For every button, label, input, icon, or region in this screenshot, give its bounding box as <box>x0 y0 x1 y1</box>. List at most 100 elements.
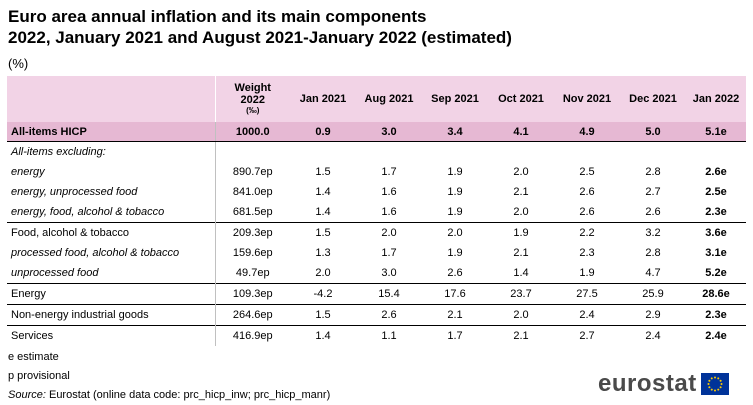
cell-latest: 2.3e <box>705 206 727 218</box>
note-provisional: p provisional <box>8 370 70 382</box>
header-col: Aug 2021 <box>356 76 422 122</box>
header-col: Oct 2021 <box>488 76 554 122</box>
cell: 4.7 <box>645 267 661 279</box>
cell: 2.3 <box>579 247 595 259</box>
cell: 1.9 <box>447 166 463 178</box>
cell <box>620 142 686 163</box>
cell: 2.4 <box>554 304 620 326</box>
cell: 2.7 <box>554 325 620 346</box>
table-row-services: Services 416.9ep 1.4 1.1 1.7 2.1 2.7 2.4… <box>7 325 746 346</box>
cell: 2.5 <box>579 166 595 178</box>
cell <box>488 142 554 163</box>
cell: 2.6 <box>579 206 595 218</box>
row-label: energy, unprocessed food <box>11 186 138 198</box>
row-label: Energy <box>7 283 215 305</box>
flag-star <box>716 377 719 380</box>
row-label: Non-energy industrial goods <box>7 304 215 326</box>
cell: 2.1 <box>513 186 529 198</box>
header-col: Jan 2021 <box>290 76 356 122</box>
table-row-processed-food: processed food, alcohol & tobacco 159.6e… <box>7 243 746 263</box>
cell <box>554 142 620 163</box>
table-row-all-items-excluding: All-items excluding: <box>7 141 746 163</box>
row-weight: 209.3ep <box>214 222 290 243</box>
header-col: Dec 2021 <box>620 76 686 122</box>
row-label: Services <box>7 325 215 346</box>
inflation-table: Weight 2022 (‰) Jan 2021 Aug 2021 Sep 20… <box>7 76 746 346</box>
cell <box>422 142 488 163</box>
weight-header-unit: (‰) <box>246 106 260 115</box>
cell: 1.9 <box>447 186 463 198</box>
cell-latest: 2.6e <box>705 166 727 178</box>
row-weight: 49.7ep <box>214 263 290 284</box>
source-text: Eurostat (online data code: prc_hicp_inw… <box>45 389 331 401</box>
cell-latest: 28.6e <box>686 283 746 305</box>
cell: 1.7 <box>381 247 397 259</box>
cell: 1.6 <box>381 186 397 198</box>
cell: 5.0 <box>620 122 686 142</box>
header-col: Nov 2021 <box>554 76 620 122</box>
cell: 2.1 <box>488 325 554 346</box>
cell-latest: 2.5e <box>705 186 727 198</box>
cell: 1.4 <box>290 325 356 346</box>
cell: 1.7 <box>422 325 488 346</box>
cell: 2.9 <box>620 304 686 326</box>
cell: 2.0 <box>513 166 529 178</box>
unit-label: (%) <box>8 56 29 71</box>
cell: 2.6 <box>447 267 463 279</box>
flag-star <box>710 377 713 380</box>
cell: 2.0 <box>356 222 422 243</box>
cell: 2.6 <box>356 304 422 326</box>
header-label-cell <box>7 76 215 122</box>
cell: 3.4 <box>422 122 488 142</box>
title-line-1: Euro area annual inflation and its main … <box>8 7 427 26</box>
cell: 2.8 <box>645 247 661 259</box>
cell-latest: 2.3e <box>686 304 746 326</box>
cell: 4.9 <box>554 122 620 142</box>
row-weight: 890.7ep <box>214 162 290 182</box>
title-line-2: 2022, January 2021 and August 2021-Janua… <box>8 28 512 47</box>
cell-latest: 5.2e <box>705 267 727 279</box>
weight-header-line-1: Weight <box>234 82 271 94</box>
header-col: Sep 2021 <box>422 76 488 122</box>
cell: 1.9 <box>488 222 554 243</box>
cell: 2.7 <box>645 186 661 198</box>
flag-star <box>713 376 716 379</box>
table-row-excl-energy-unprocessed-food: energy, unprocessed food 841.0ep 1.4 1.6… <box>7 182 746 202</box>
cell: -4.2 <box>290 283 356 305</box>
table-row-unprocessed-food: unprocessed food 49.7ep 2.0 3.0 2.6 1.4 … <box>7 263 746 284</box>
table-row-food-alcohol-tobacco: Food, alcohol & tobacco 209.3ep 1.5 2.0 … <box>7 222 746 243</box>
source-label: Source: <box>8 389 46 401</box>
cell: 1.1 <box>356 325 422 346</box>
cell: 1.4 <box>315 206 331 218</box>
table-row-all-items-hicp: All-items HICP 1000.0 0.9 3.0 3.4 4.1 4.… <box>7 122 746 142</box>
logo-text: eurostat <box>598 370 697 397</box>
cell: 1.5 <box>315 166 331 178</box>
cell: 2.4 <box>620 325 686 346</box>
cell: 4.1 <box>488 122 554 142</box>
flag-star <box>708 379 711 382</box>
row-weight: 681.5ep <box>214 202 290 223</box>
table-row-excl-energy: energy 890.7ep 1.5 1.7 1.9 2.0 2.5 2.8 2… <box>7 162 746 182</box>
row-weight: 416.9ep <box>214 325 290 346</box>
table-notes: e estimate p provisional Source: Eurosta… <box>8 348 330 405</box>
row-label: All-items HICP <box>7 122 215 142</box>
cell: 2.0 <box>488 304 554 326</box>
cell: 1.6 <box>381 206 397 218</box>
row-label: energy, food, alcohol & tobacco <box>11 206 165 218</box>
cell: 2.6 <box>579 186 595 198</box>
flag-star <box>708 386 711 389</box>
cell: 3.0 <box>381 267 397 279</box>
flag-star <box>716 388 719 391</box>
cell <box>356 142 422 163</box>
cell: 1.9 <box>447 247 463 259</box>
cell: 2.0 <box>422 222 488 243</box>
cell-latest: 5.1e <box>686 122 746 142</box>
cell: 2.0 <box>315 267 331 279</box>
page-title: Euro area annual inflation and its main … <box>8 6 512 48</box>
weight-header-line-2: 2022 <box>240 94 265 106</box>
table-row-energy: Energy 109.3ep -4.2 15.4 17.6 23.7 27.5 … <box>7 283 746 305</box>
cell: 1.4 <box>513 267 529 279</box>
cell: 1.4 <box>315 186 331 198</box>
row-label: unprocessed food <box>11 267 99 279</box>
cell: 2.2 <box>554 222 620 243</box>
